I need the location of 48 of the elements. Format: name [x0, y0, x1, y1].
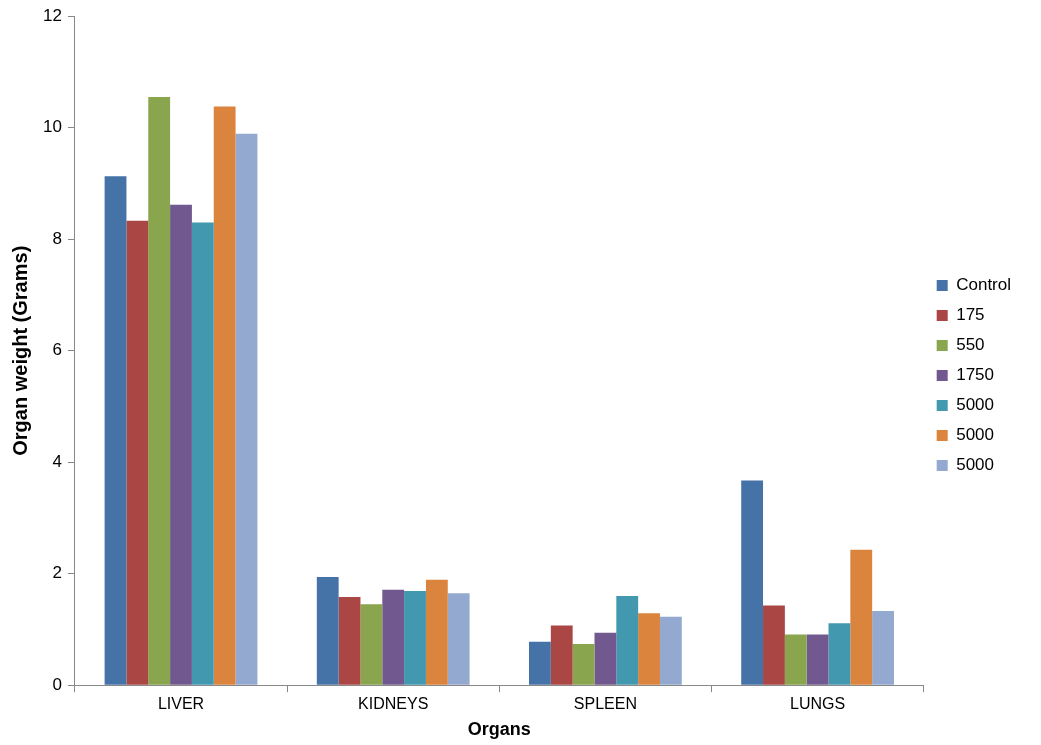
bar [382, 589, 405, 685]
legend-label: 5000 [956, 395, 995, 415]
bar [850, 549, 873, 685]
bar [425, 579, 448, 685]
bar [784, 634, 807, 685]
legend-label: 5000 [956, 455, 995, 475]
bar [360, 604, 383, 685]
bar [659, 616, 682, 685]
bar [763, 605, 785, 685]
y-tick-label: 4 [52, 451, 62, 471]
y-tick-label: 2 [52, 563, 62, 583]
x-tick-label: LUNGS [790, 695, 846, 713]
bar [338, 597, 361, 685]
y-tick-label: 10 [42, 117, 62, 137]
y-tick-label: 6 [52, 340, 62, 360]
legend-label: Control [956, 275, 1012, 295]
y-tick-label: 12 [42, 5, 62, 25]
bar [550, 625, 573, 685]
y-axis-title: Organ weight (Grams) [8, 245, 31, 456]
legend-label: 1750 [956, 365, 995, 385]
bar [616, 596, 639, 685]
bar [529, 641, 551, 685]
x-tick-label: SPLEEN [573, 695, 637, 713]
x-axis-title: Organs [467, 719, 531, 740]
bar [828, 623, 851, 685]
bar [104, 176, 127, 685]
bar [316, 577, 339, 685]
y-tick-label: 0 [52, 674, 62, 694]
legend-label: 175 [956, 305, 985, 325]
legend-label: 5000 [956, 425, 995, 445]
bar [148, 97, 171, 685]
bar [594, 632, 617, 685]
bar [170, 204, 192, 685]
legend-label: 550 [956, 335, 985, 355]
bar [191, 222, 214, 685]
bar [872, 611, 894, 685]
bar [447, 593, 470, 685]
y-tick-label: 8 [52, 228, 62, 248]
bar [213, 106, 236, 685]
bar [126, 220, 149, 685]
bar [638, 613, 660, 685]
bar [572, 643, 595, 685]
bar [235, 133, 258, 685]
bar [806, 634, 829, 685]
bar [741, 480, 764, 685]
bar [404, 590, 426, 685]
x-tick-label: KIDNEYS [358, 695, 429, 713]
x-tick-label: LIVER [157, 695, 205, 713]
